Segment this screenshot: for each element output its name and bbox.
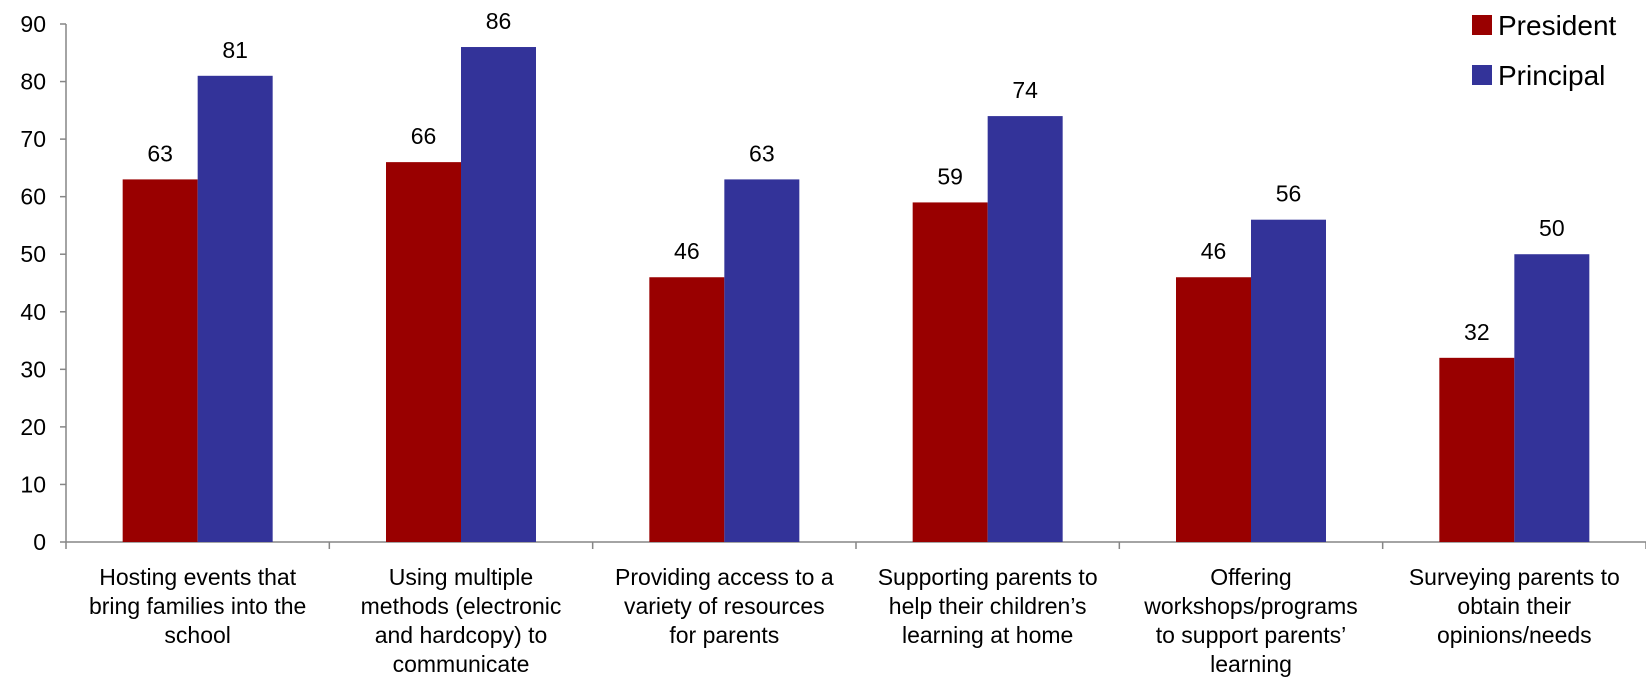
category-label: Offering workshops/programs to support par… <box>1143 564 1357 677</box>
bar-president <box>1176 277 1251 542</box>
legend: President Principal <box>1472 10 1617 91</box>
legend-label-president: President <box>1498 10 1617 41</box>
bar-president <box>1439 357 1515 542</box>
bar-principal <box>724 179 800 542</box>
bar-principal <box>1251 219 1326 542</box>
category-label: Providing access to a variety of resource… <box>615 564 834 648</box>
bar-principal <box>197 75 273 543</box>
y-tick-label: 60 <box>20 184 46 210</box>
bar-principal <box>987 116 1063 542</box>
data-label-president: 63 <box>147 140 173 166</box>
bar-president <box>649 277 725 542</box>
data-label-principal: 56 <box>1276 181 1302 207</box>
y-tick-label: 0 <box>33 529 46 555</box>
y-axis: 0 10 20 30 40 50 60 70 80 90 <box>20 11 67 555</box>
data-labels: 63 81 66 86 46 63 59 74 46 56 32 50 <box>147 8 1564 345</box>
y-tick-label: 90 <box>20 11 46 37</box>
y-tick-label: 30 <box>20 356 46 382</box>
legend-swatch-president <box>1472 15 1492 35</box>
y-tick-label: 80 <box>20 69 46 95</box>
category-label: Hosting events that bring families into t… <box>89 564 306 648</box>
bar-principal <box>461 47 536 543</box>
category-label: Using multiple methods (electronic and har… <box>361 564 562 677</box>
y-tick-label: 10 <box>20 471 46 497</box>
legend-swatch-principal <box>1472 65 1492 85</box>
x-axis <box>65 541 1646 549</box>
data-label-president: 46 <box>674 238 700 264</box>
data-label-principal: 81 <box>222 37 248 63</box>
y-tick-label: 70 <box>20 126 46 152</box>
y-tick-label: 40 <box>20 299 46 325</box>
data-label-principal: 50 <box>1539 215 1565 241</box>
category-labels: Hosting events that bring families into t… <box>89 564 1620 677</box>
y-tick-label: 50 <box>20 241 46 267</box>
bar-president <box>122 179 198 542</box>
bar-president <box>386 162 461 542</box>
bar-president <box>912 202 988 542</box>
data-label-principal: 74 <box>1012 77 1038 103</box>
data-label-president: 59 <box>937 163 963 189</box>
data-label-principal: 86 <box>486 8 512 34</box>
data-label-president: 32 <box>1464 319 1490 345</box>
legend-label-principal: Principal <box>1498 60 1605 91</box>
category-label: Supporting parents to help their children… <box>878 564 1098 648</box>
data-label-president: 66 <box>411 123 437 149</box>
category-label: Surveying parents to obtain their opinions… <box>1409 564 1620 648</box>
y-tick-label: 20 <box>20 414 46 440</box>
bars <box>122 47 1590 543</box>
data-label-principal: 63 <box>749 140 775 166</box>
data-label-president: 46 <box>1201 238 1227 264</box>
bar-principal <box>1514 254 1590 542</box>
